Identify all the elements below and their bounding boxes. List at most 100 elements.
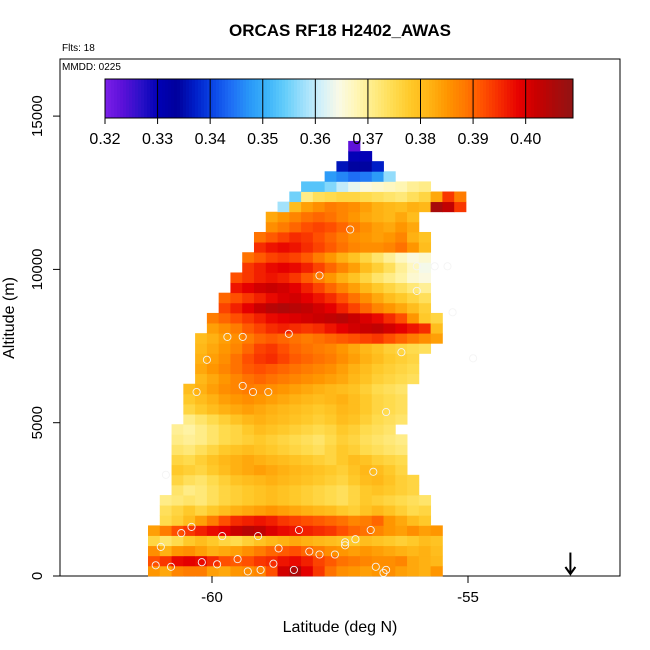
heatmap-cell bbox=[395, 231, 408, 243]
heatmap-cell bbox=[348, 535, 361, 547]
heatmap-cell bbox=[359, 191, 373, 203]
heatmap-cell bbox=[206, 545, 220, 557]
colorbar-swatch bbox=[417, 79, 421, 118]
heatmap-cell bbox=[301, 505, 314, 516]
heatmap-cell bbox=[265, 353, 278, 364]
heatmap-cell bbox=[312, 424, 326, 435]
heatmap-cell bbox=[348, 555, 361, 567]
heatmap-cell bbox=[218, 484, 231, 496]
heatmap-cell bbox=[348, 191, 361, 203]
colorbar-swatch bbox=[315, 79, 319, 118]
heatmap-cell bbox=[407, 525, 420, 536]
heatmap-cell bbox=[289, 272, 302, 283]
heatmap-cell bbox=[359, 323, 373, 334]
heatmap-cell bbox=[407, 333, 420, 344]
heatmap-cell bbox=[395, 333, 408, 344]
sample-marker bbox=[315, 550, 324, 559]
sample-marker bbox=[346, 225, 355, 234]
colorbar-swatch bbox=[285, 79, 289, 118]
heatmap-cell bbox=[359, 343, 373, 354]
colorbar-swatch bbox=[375, 79, 379, 118]
heatmap-cell bbox=[277, 434, 290, 445]
heatmap-cell bbox=[348, 302, 361, 314]
heatmap-cell bbox=[324, 414, 337, 425]
heatmap-cell bbox=[359, 404, 373, 415]
arrow-marker bbox=[564, 552, 577, 576]
heatmap-cell bbox=[265, 505, 278, 516]
heatmap-cell bbox=[430, 525, 443, 536]
heatmap-cell bbox=[395, 262, 408, 273]
heatmap-cell bbox=[407, 323, 420, 334]
heatmap-cell bbox=[359, 414, 373, 425]
colorbar-swatch bbox=[501, 79, 505, 118]
heatmap-cell bbox=[348, 272, 361, 283]
heatmap-cell bbox=[383, 454, 396, 466]
colorbar-swatch bbox=[558, 79, 562, 118]
heatmap-cell bbox=[253, 292, 267, 304]
heatmap-cell bbox=[195, 495, 208, 506]
colorbar-swatch bbox=[513, 79, 517, 118]
heatmap-cell bbox=[230, 495, 243, 506]
heatmap-cell bbox=[183, 484, 196, 496]
heatmap-cell bbox=[383, 464, 396, 476]
heatmap-cell bbox=[206, 495, 220, 506]
heatmap-cell bbox=[301, 555, 314, 567]
heatmap-cell bbox=[324, 242, 337, 253]
colorbar-swatch bbox=[159, 79, 163, 118]
heatmap-cell bbox=[383, 434, 396, 445]
sample-marker bbox=[366, 525, 375, 535]
heatmap-cell bbox=[195, 505, 208, 516]
heatmap-cell bbox=[242, 464, 255, 476]
heatmap-cell bbox=[265, 323, 278, 334]
colorbar-swatch bbox=[510, 79, 514, 118]
heatmap-cell bbox=[336, 363, 349, 375]
heatmap-cell bbox=[348, 171, 361, 182]
colorbar-swatch bbox=[174, 79, 178, 118]
colorbar-swatch bbox=[180, 79, 184, 118]
heatmap-cell bbox=[383, 404, 396, 415]
heatmap-cell bbox=[265, 282, 278, 294]
x-axis-ticks: -60 -55 bbox=[201, 576, 479, 606]
heatmap-cell bbox=[289, 383, 302, 395]
colorbar-swatch bbox=[210, 79, 214, 118]
colorbar-swatch bbox=[171, 79, 175, 118]
heatmap-cell bbox=[407, 474, 420, 486]
heatmap-cell bbox=[359, 171, 373, 182]
heatmap-cell bbox=[359, 434, 373, 445]
heatmap-cell bbox=[383, 353, 396, 364]
heatmap-cell bbox=[336, 404, 349, 415]
heatmap-cell bbox=[230, 535, 243, 547]
heatmap-cell bbox=[159, 495, 172, 506]
heatmap-cell bbox=[454, 191, 467, 203]
heatmap-cell bbox=[324, 495, 337, 506]
heatmap-cell bbox=[253, 424, 267, 435]
colorbar-swatch bbox=[402, 79, 406, 118]
heatmap-cell bbox=[336, 333, 349, 344]
heatmap-cell bbox=[195, 474, 208, 486]
heatmap-cell bbox=[277, 424, 290, 435]
heatmap-cell bbox=[277, 272, 290, 283]
sample-marker bbox=[430, 262, 439, 271]
heatmap-cell bbox=[348, 484, 361, 496]
y-tick-label: 10000 bbox=[29, 249, 46, 291]
heatmap-cell bbox=[312, 444, 326, 455]
colorbar-swatch bbox=[492, 79, 496, 118]
heatmap-cell bbox=[324, 565, 337, 577]
heatmap-cell bbox=[171, 464, 184, 476]
heatmap-cell bbox=[418, 565, 432, 577]
heatmap-cell bbox=[336, 191, 349, 203]
heatmap-cell bbox=[195, 414, 208, 425]
colorbar-swatch bbox=[477, 79, 481, 118]
heatmap-cell bbox=[407, 505, 420, 516]
colorbar-swatch bbox=[423, 79, 427, 118]
heatmap-cell bbox=[324, 424, 337, 435]
heatmap-cell bbox=[348, 545, 361, 557]
heatmap-cell bbox=[324, 404, 337, 415]
heatmap-cell bbox=[395, 363, 408, 375]
heatmap-cell bbox=[324, 545, 337, 557]
heatmap-cell bbox=[242, 383, 255, 395]
heatmap-cell bbox=[289, 353, 302, 364]
heatmap-cell bbox=[430, 312, 443, 324]
heatmap-cell bbox=[301, 565, 314, 577]
heatmap-cell bbox=[371, 343, 384, 354]
